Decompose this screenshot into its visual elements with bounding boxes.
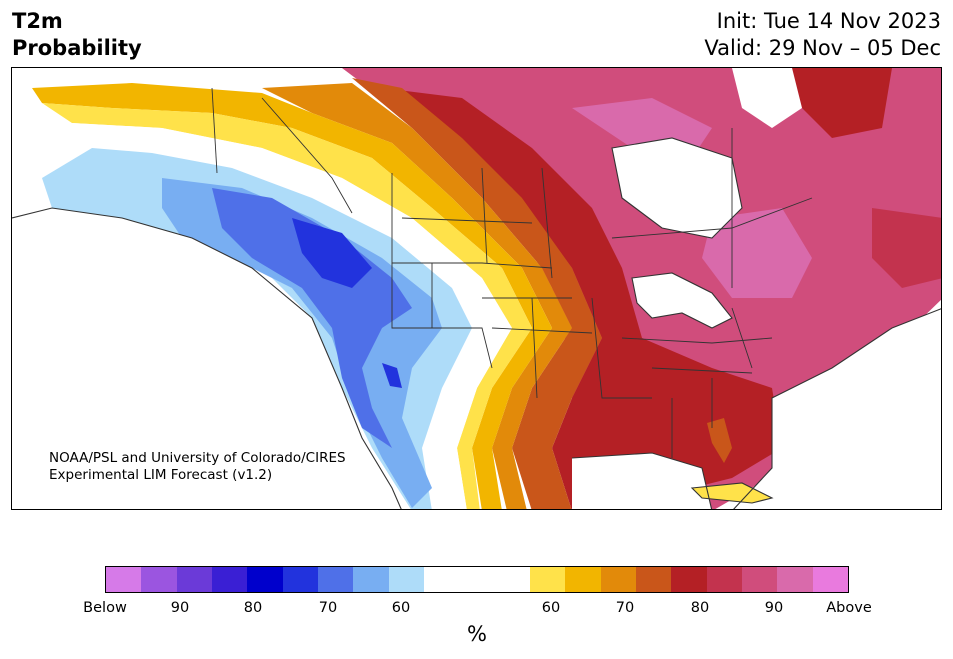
colorbar-swatch (141, 567, 177, 592)
colorbar-swatch (600, 567, 636, 592)
init-date: Init: Tue 14 Nov 2023 (716, 9, 941, 33)
region-above-gold (32, 83, 552, 509)
forecast-dates: Init: Tue 14 Nov 2023 Valid: 29 Nov – 05… (704, 8, 941, 62)
credit-line-2: Experimental LIM Forecast (v1.2) (49, 467, 273, 483)
colorbar-swatch (565, 567, 601, 592)
colorbar-swatch (317, 567, 354, 592)
florida (707, 418, 732, 463)
colorbar-swatch (529, 567, 566, 592)
colorbar-swatch (812, 567, 848, 592)
colorbar-swatch (176, 567, 212, 592)
colorbar-swatch (706, 567, 742, 592)
colorbar-swatch (635, 567, 672, 592)
colorbar (105, 566, 849, 593)
colorbar-swatch (247, 567, 283, 592)
coastlines (12, 137, 941, 509)
map-panel (11, 67, 942, 510)
region-neutral (72, 123, 512, 509)
region-above-rust (352, 78, 602, 509)
colorbar-swatch (741, 567, 778, 592)
colorbar-tick-above-60: 60 (541, 600, 561, 616)
colorbar-tick-below-80: 80 (243, 600, 263, 616)
region-below-mid (212, 188, 412, 448)
colorbar-swatch (106, 567, 142, 592)
colorbar-swatch (353, 567, 389, 592)
ocean-atlantic (733, 308, 941, 509)
title-type: Probability (12, 36, 142, 60)
colorbar-tick-above-80: 80 (690, 600, 710, 616)
colorbar-swatch (423, 567, 530, 592)
colorbar-swatch (777, 567, 813, 592)
colorbar-swatch (671, 567, 707, 592)
credit-line-1: NOAA/PSL and University of Colorado/CIRE… (49, 450, 346, 466)
colorbar-swatch (211, 567, 248, 592)
hudson-bay (612, 138, 742, 238)
colorbar-swatch (282, 567, 318, 592)
region-above-yellow (42, 103, 532, 509)
colorbar-tick-above-70: 70 (615, 600, 635, 616)
colorbar-tick-below-70: 70 (318, 600, 338, 616)
ocean-pacific (12, 208, 402, 509)
region-below-strong (292, 218, 372, 288)
region-above-red-ne (792, 68, 892, 138)
colorbar-tick-above: Above (826, 600, 872, 616)
colorbar-swatch (388, 567, 424, 592)
title: T2m Probability (12, 8, 142, 62)
great-lakes (632, 273, 732, 328)
valid-range: Valid: 29 Nov – 05 Dec (704, 36, 941, 60)
colorbar-tick-below: Below (83, 600, 127, 616)
colorbar-units: % (467, 622, 487, 646)
title-variable: T2m (12, 9, 63, 33)
arctic-water (732, 68, 802, 128)
colorbar-tick-above-90: 90 (764, 600, 784, 616)
colorbar-tick-below-90: 90 (170, 600, 190, 616)
ocean-gulf (572, 453, 712, 509)
region-above-red-labrador (872, 208, 941, 288)
region-below-strong-socal (382, 363, 402, 388)
region-above-pink-light-east (702, 208, 812, 298)
colorbar-tick-below-60: 60 (391, 600, 411, 616)
probability-map (12, 68, 941, 509)
region-above-red (382, 88, 782, 509)
credit-text: NOAA/PSL and University of Colorado/CIRE… (49, 450, 346, 484)
political-borders (211, 87, 813, 458)
